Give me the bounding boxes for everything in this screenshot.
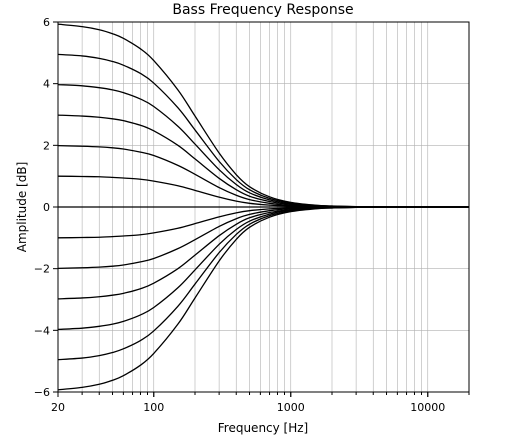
series-group [57,23,469,391]
y-axis-label: Amplitude [dB] [15,162,29,253]
series-line-12 [57,206,469,361]
x-tick-label: 20 [51,401,65,414]
x-tick-label: 100 [143,401,164,414]
y-axis-ticks: −6 −4 −2 0 2 4 6 [34,16,58,399]
series-line-2 [57,53,469,208]
x-tick-label: 10000 [410,401,445,414]
series-line-11 [57,206,469,331]
chart-title: Bass Frequency Response [172,2,353,18]
series-line-3 [57,83,469,208]
y-tick-label: 2 [43,139,50,152]
series-line-13 [57,206,469,391]
y-tick-label: −4 [34,324,50,337]
x-axis-ticks: 20 100 1000 10000 [51,392,470,414]
x-tick-label: 1000 [277,401,305,414]
series-line-4 [57,114,469,208]
y-tick-label: 0 [43,201,50,214]
y-tick-label: 6 [43,16,50,29]
y-tick-label: −6 [34,386,50,399]
x-axis-label: Frequency [Hz] [218,421,309,435]
y-tick-label: 4 [43,78,50,91]
y-tick-label: −2 [34,263,50,276]
series-line-10 [57,206,469,300]
series-line-1 [57,23,469,208]
